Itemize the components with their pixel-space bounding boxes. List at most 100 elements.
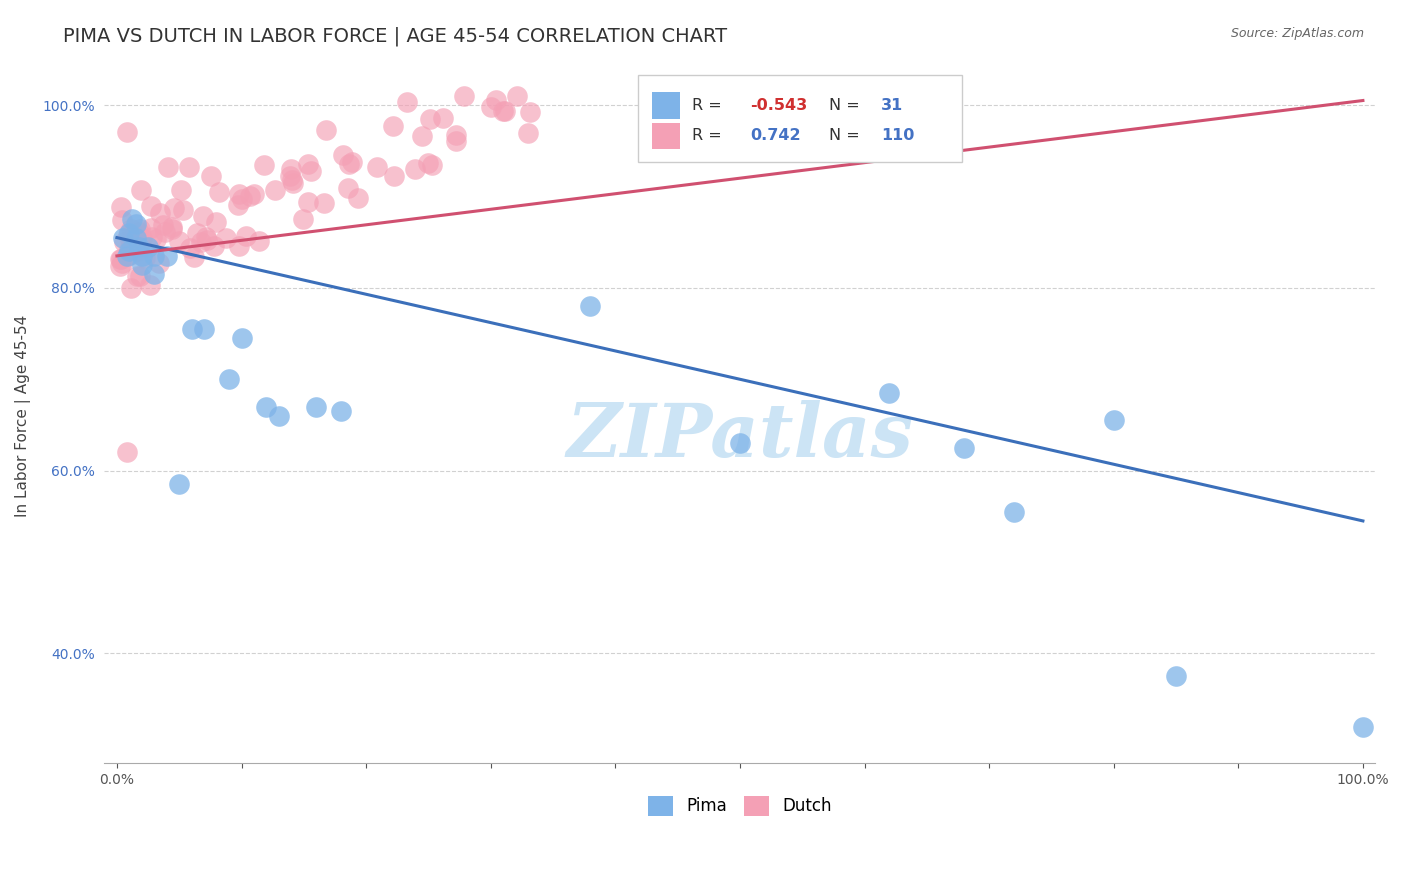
Point: [396, 95, 419, 110]
Point: [193, 322, 215, 336]
Point: [121, 221, 143, 235]
Point: [228, 187, 250, 202]
Point: [879, 386, 901, 401]
Point: [167, 234, 190, 248]
Point: [215, 231, 238, 245]
Point: [163, 201, 186, 215]
FancyBboxPatch shape: [652, 123, 681, 149]
Point: [494, 104, 516, 119]
Point: [121, 212, 143, 227]
Point: [267, 409, 290, 423]
Text: N =: N =: [830, 128, 865, 144]
Point: [115, 445, 138, 459]
Point: [112, 235, 135, 249]
Point: [194, 230, 217, 244]
FancyBboxPatch shape: [638, 76, 962, 162]
Point: [128, 241, 150, 255]
Point: [160, 222, 183, 236]
Y-axis label: In Labor Force | Age 45-54: In Labor Force | Age 45-54: [15, 315, 31, 517]
Point: [172, 202, 194, 217]
Point: [235, 228, 257, 243]
Point: [153, 225, 176, 239]
Point: [231, 192, 253, 206]
Point: [127, 244, 149, 258]
Point: [120, 281, 142, 295]
Point: [120, 248, 142, 262]
FancyBboxPatch shape: [652, 92, 681, 119]
Point: [299, 163, 322, 178]
Point: [115, 249, 138, 263]
Point: [131, 183, 153, 197]
Point: [193, 209, 215, 223]
Text: Source: ZipAtlas.com: Source: ZipAtlas.com: [1230, 27, 1364, 40]
Point: [446, 135, 468, 149]
Point: [134, 251, 156, 265]
Point: [297, 156, 319, 170]
Point: [228, 239, 250, 253]
Point: [485, 94, 508, 108]
Text: R =: R =: [692, 128, 727, 144]
Text: N =: N =: [830, 98, 865, 112]
Point: [243, 186, 266, 201]
Point: [128, 240, 150, 254]
Point: [517, 126, 540, 140]
Point: [226, 198, 249, 212]
Point: [125, 227, 148, 241]
Point: [519, 105, 541, 120]
Point: [108, 252, 131, 267]
Point: [111, 256, 134, 270]
Point: [108, 260, 131, 274]
Point: [491, 103, 513, 118]
Point: [143, 267, 166, 281]
Point: [256, 400, 278, 414]
Point: [281, 176, 304, 190]
Text: R =: R =: [692, 98, 727, 112]
Point: [247, 234, 270, 248]
Point: [125, 269, 148, 284]
Point: [1002, 505, 1025, 519]
Point: [384, 169, 406, 183]
Point: [124, 217, 146, 231]
Point: [419, 112, 441, 126]
Point: [337, 157, 360, 171]
Point: [305, 400, 328, 414]
Point: [411, 128, 433, 143]
Point: [231, 331, 253, 345]
Point: [418, 156, 440, 170]
Point: [139, 199, 162, 213]
Point: [180, 322, 202, 336]
Point: [129, 269, 152, 284]
Point: [190, 235, 212, 249]
Point: [315, 123, 337, 137]
Point: [125, 244, 148, 258]
Point: [239, 189, 262, 203]
Point: [314, 196, 336, 211]
Point: [218, 372, 240, 386]
Point: [330, 404, 353, 418]
Point: [1164, 669, 1187, 683]
Point: [111, 213, 134, 227]
Point: [141, 230, 163, 244]
Point: [336, 181, 359, 195]
Point: [148, 256, 170, 270]
Point: [253, 158, 276, 172]
Point: [432, 111, 454, 125]
Point: [579, 299, 602, 313]
Point: [382, 119, 405, 133]
Point: [118, 244, 141, 259]
Point: [179, 241, 201, 255]
Point: [145, 232, 167, 246]
Text: 0.742: 0.742: [749, 128, 800, 144]
Point: [110, 252, 132, 266]
Point: [129, 221, 152, 235]
Point: [281, 173, 304, 187]
Point: [112, 230, 135, 244]
Point: [202, 239, 225, 253]
Point: [264, 183, 287, 197]
Point: [124, 230, 146, 244]
Point: [160, 219, 183, 234]
Point: [953, 441, 976, 455]
Point: [404, 162, 426, 177]
Point: [121, 230, 143, 244]
Point: [1102, 413, 1125, 427]
